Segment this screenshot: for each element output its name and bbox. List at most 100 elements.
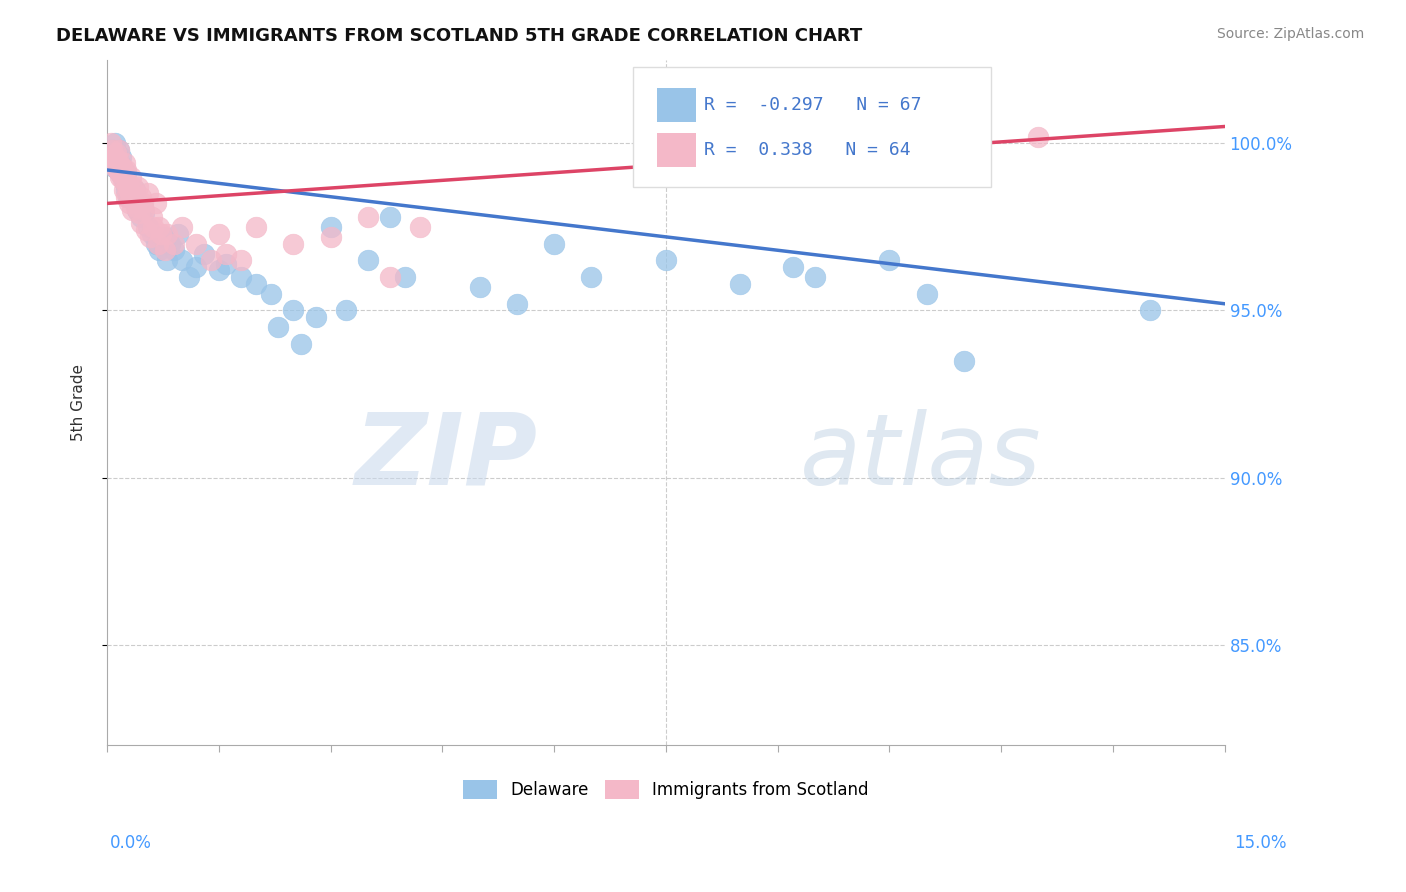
Point bbox=[125, 200, 148, 214]
Point bbox=[215, 246, 238, 260]
Point bbox=[380, 270, 402, 285]
Point bbox=[101, 143, 124, 157]
Point bbox=[186, 236, 208, 251]
Point bbox=[153, 244, 176, 258]
Legend: Delaware, Immigrants from Scotland: Delaware, Immigrants from Scotland bbox=[457, 773, 875, 805]
Text: 0.0%: 0.0% bbox=[110, 834, 152, 852]
Point bbox=[131, 217, 153, 231]
Point bbox=[145, 236, 167, 251]
Text: Source: ZipAtlas.com: Source: ZipAtlas.com bbox=[1216, 27, 1364, 41]
Point bbox=[132, 200, 155, 214]
Point bbox=[117, 190, 139, 204]
Point bbox=[145, 196, 167, 211]
Point bbox=[146, 236, 169, 251]
Point bbox=[170, 253, 193, 268]
Point bbox=[128, 206, 150, 220]
Point bbox=[114, 163, 136, 178]
Point bbox=[134, 203, 156, 218]
Point bbox=[127, 179, 149, 194]
Point bbox=[104, 150, 127, 164]
Point bbox=[141, 227, 163, 241]
Point bbox=[215, 257, 238, 271]
Point bbox=[152, 230, 174, 244]
Point bbox=[120, 186, 142, 201]
Point bbox=[142, 219, 165, 234]
Point bbox=[111, 173, 134, 187]
Point bbox=[118, 183, 141, 197]
Point bbox=[101, 143, 124, 157]
Point bbox=[200, 253, 222, 268]
Point bbox=[108, 143, 131, 157]
Point bbox=[953, 353, 976, 368]
Point bbox=[118, 196, 141, 211]
Point bbox=[114, 156, 136, 170]
Point bbox=[103, 160, 125, 174]
Text: ZIP: ZIP bbox=[354, 409, 537, 506]
Point bbox=[782, 260, 804, 274]
Point bbox=[125, 203, 148, 218]
Point bbox=[136, 186, 159, 201]
Point bbox=[156, 227, 179, 241]
Point bbox=[105, 156, 128, 170]
Point bbox=[581, 270, 603, 285]
Point bbox=[260, 286, 283, 301]
Point bbox=[283, 303, 305, 318]
Point bbox=[159, 236, 181, 251]
Point bbox=[804, 270, 827, 285]
Point bbox=[166, 227, 188, 241]
Point bbox=[107, 153, 129, 167]
Point bbox=[115, 190, 138, 204]
Point bbox=[148, 219, 170, 234]
Point bbox=[135, 223, 157, 237]
Point bbox=[124, 186, 146, 201]
Point bbox=[305, 310, 328, 325]
Text: DELAWARE VS IMMIGRANTS FROM SCOTLAND 5TH GRADE CORRELATION CHART: DELAWARE VS IMMIGRANTS FROM SCOTLAND 5TH… bbox=[56, 27, 862, 45]
Point bbox=[245, 277, 267, 291]
Point bbox=[633, 153, 655, 167]
Point bbox=[114, 166, 136, 180]
Point bbox=[111, 160, 134, 174]
Point bbox=[177, 270, 200, 285]
Point bbox=[319, 219, 342, 234]
Point bbox=[380, 210, 402, 224]
Point bbox=[110, 169, 132, 184]
Point bbox=[105, 146, 128, 161]
Point bbox=[110, 150, 132, 164]
Point bbox=[357, 253, 380, 268]
Point bbox=[231, 253, 253, 268]
Point bbox=[129, 210, 152, 224]
Point bbox=[122, 193, 145, 207]
Point bbox=[124, 183, 146, 197]
Point bbox=[112, 169, 135, 184]
Point bbox=[108, 166, 131, 180]
Point bbox=[163, 244, 186, 258]
Text: R =  -0.297   N = 67: R = -0.297 N = 67 bbox=[704, 96, 922, 114]
Point bbox=[1139, 303, 1161, 318]
Point bbox=[134, 206, 156, 220]
Point bbox=[186, 260, 208, 274]
Point bbox=[115, 183, 138, 197]
Point bbox=[114, 177, 136, 191]
Point bbox=[127, 196, 149, 211]
Point bbox=[120, 169, 142, 184]
Point bbox=[208, 263, 231, 277]
Text: 15.0%: 15.0% bbox=[1234, 834, 1286, 852]
Point bbox=[290, 337, 312, 351]
Point bbox=[730, 277, 752, 291]
Point bbox=[1028, 129, 1050, 144]
Point bbox=[107, 163, 129, 178]
Point bbox=[115, 179, 138, 194]
Point bbox=[319, 230, 342, 244]
Point bbox=[193, 246, 215, 260]
Point bbox=[156, 253, 179, 268]
Point bbox=[283, 236, 305, 251]
Point bbox=[120, 186, 142, 201]
Point bbox=[231, 270, 253, 285]
Point bbox=[148, 244, 170, 258]
Point bbox=[112, 166, 135, 180]
Point bbox=[118, 179, 141, 194]
Point bbox=[136, 219, 159, 234]
Point bbox=[111, 160, 134, 174]
Point bbox=[110, 160, 132, 174]
Point bbox=[107, 163, 129, 178]
